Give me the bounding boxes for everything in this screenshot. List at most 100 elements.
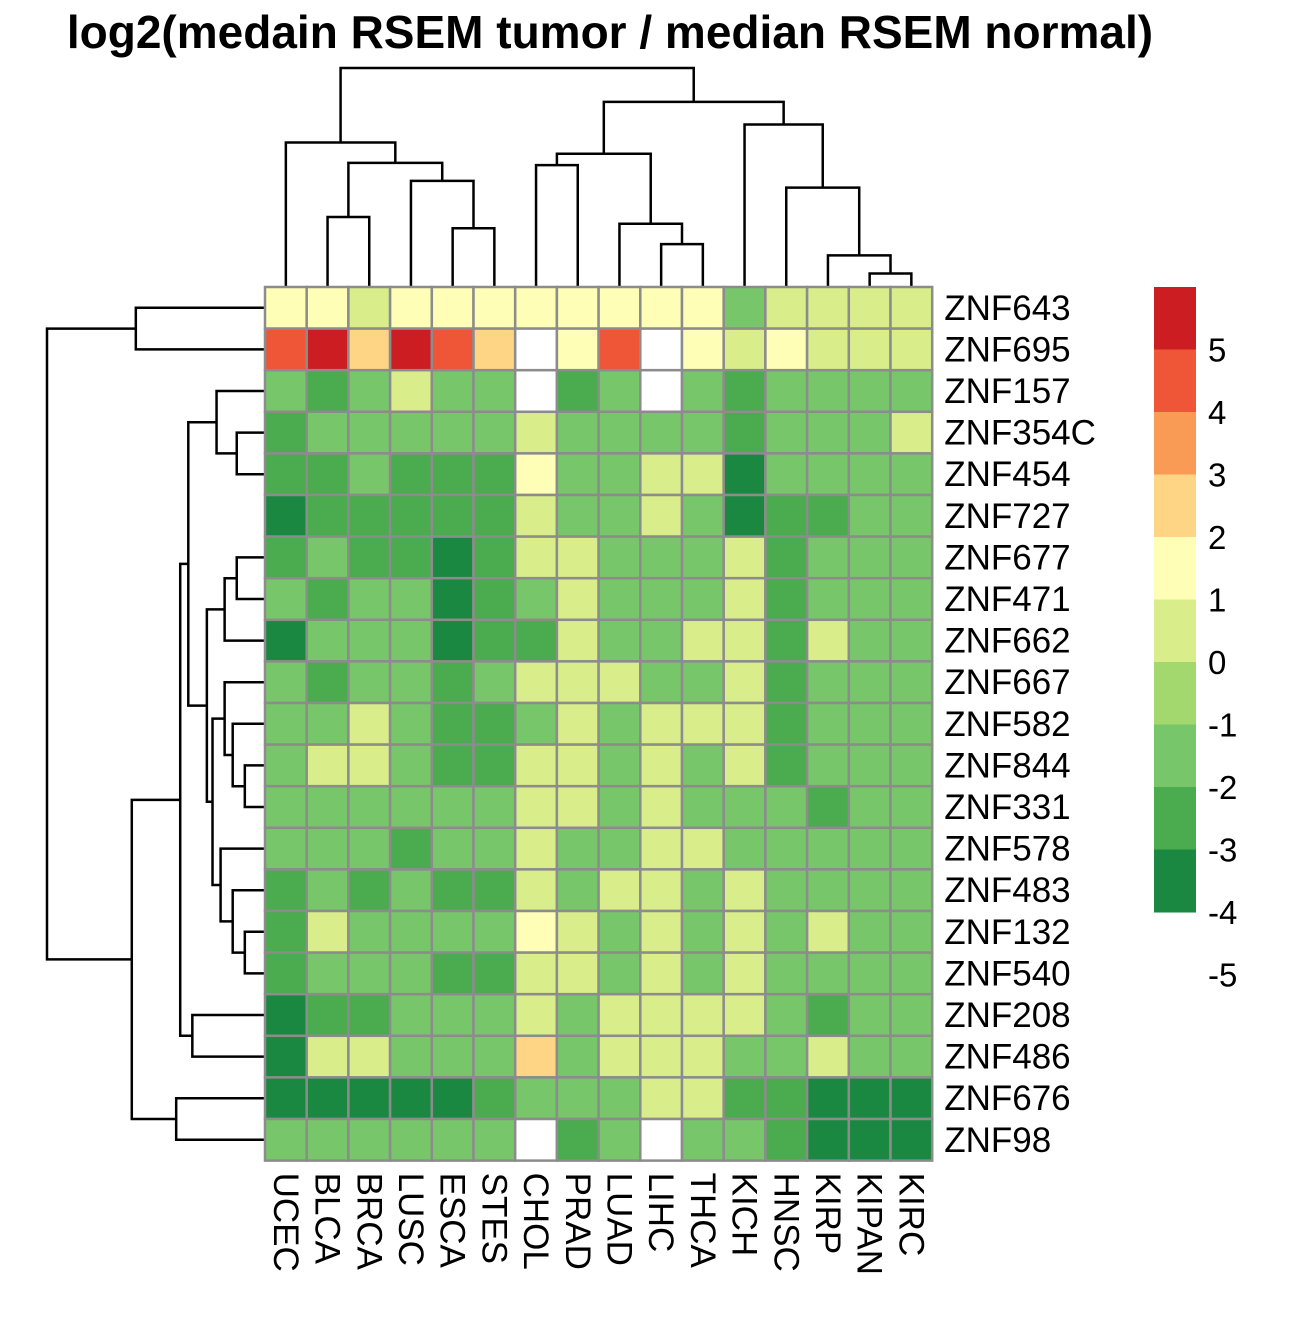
heatmap-cell [347,743,392,788]
heatmap-cell [347,784,392,830]
heatmap-cell [889,368,934,414]
dendrogram-branch [211,717,225,887]
heatmap-cell [597,535,642,580]
heatmap-cell [764,576,809,622]
heatmap-cell [347,1117,392,1162]
heatmap-cell [597,1076,642,1121]
heatmap-cell [805,618,851,663]
heatmap-cell [555,951,600,996]
legend-tick-label: 4 [1208,394,1226,431]
legend-color-bin [1154,724,1196,788]
heatmap-cell [555,618,600,663]
heatmap-cell [639,951,684,996]
heatmap-cell [305,992,350,1038]
heatmap-cell [722,285,767,330]
dendrogram-branch [555,152,652,224]
column-label: LUSC [391,1173,430,1266]
heatmap-cell [472,493,517,538]
row-label: ZNF132 [944,913,1070,952]
heatmap-cell [472,868,517,913]
heatmap-cell [513,701,559,746]
heatmap-cell [555,576,600,622]
heatmap-cell [722,1117,767,1162]
heatmap-cell [889,576,934,622]
heatmap-cell [472,327,517,372]
dendrogram-branch [534,163,579,287]
dendrogram-branch [205,608,225,804]
heatmap-cell [388,285,434,330]
heatmap-cell [347,410,392,455]
row-label: ZNF98 [944,1121,1051,1160]
heatmap-cell [263,909,308,954]
heatmap-cell [555,701,600,746]
heatmap-cell [263,327,308,372]
heatmap-cell [639,493,684,538]
legend-tick-label: 5 [1208,332,1226,369]
heatmap-cell [388,660,434,705]
heatmap-cell [639,618,684,663]
heatmap-cell [764,701,809,746]
heatmap-cell [263,826,308,871]
heatmap-cell [597,410,642,455]
heatmap-cell [764,535,809,580]
heatmap-cell [597,327,642,372]
heatmap-cell [847,1034,892,1079]
heatmap-cell [639,285,684,330]
column-label: LUAD [599,1173,638,1266]
legend-color-bin [1154,474,1196,538]
heatmap-cell [555,327,600,372]
heatmap-cell [430,327,475,372]
heatmap-cell [513,743,559,788]
heatmap-cell [805,327,851,372]
heatmap-cell [889,1117,934,1162]
heatmap-cell [347,285,392,330]
heatmap-cell [555,368,600,414]
heatmap-cell [764,909,809,954]
heatmap-cell [639,327,684,372]
dendrogram-branch [187,420,217,707]
heatmap-cell [889,410,934,455]
dendrogram-branch [45,327,136,961]
heatmap-cell [305,868,350,913]
dendrogram-branch [409,179,475,287]
legend-color-bin [1154,287,1196,350]
heatmap-cell [513,493,559,538]
heatmap-cell [388,368,434,414]
row-label: ZNF727 [944,497,1070,536]
row-label: ZNF208 [944,996,1070,1035]
dendrogram-branch [130,798,181,1121]
heatmap-cell [597,452,642,497]
heatmap-cell [472,992,517,1038]
heatmap-cell [472,701,517,746]
heatmap-cell [263,535,308,580]
heatmap-cell [347,701,392,746]
column-labels: UCEC BLCA BRCA LUSC ESCA STES CHOL PRAD LUAD LIHC… [266,1173,930,1275]
heatmap-cell [347,826,392,871]
row-label: ZNF331 [944,788,1070,827]
heatmap-cell [430,992,475,1038]
dendrogram-branch [451,227,496,287]
heatmap-cell [889,909,934,954]
legend-tick-label: -3 [1208,832,1237,869]
heatmap-cell [722,1076,767,1121]
legend-color-bin [1154,412,1196,475]
heatmap-cell [680,576,725,622]
heatmap-cell [263,743,308,788]
heatmap-cell [430,535,475,580]
heatmap-cell [639,1034,684,1079]
heatmap-cell [347,452,392,497]
heatmap-cell [513,535,559,580]
heatmap-cell [430,951,475,996]
heatmap-cell [847,327,892,372]
heatmap-cell [555,909,600,954]
heatmap-cell [263,660,308,705]
heatmap-cell [722,452,767,497]
heatmap-cell [263,701,308,746]
column-label: HNSC [766,1173,805,1272]
heatmap-cell [597,285,642,330]
heatmap-cell [513,1076,559,1121]
heatmap-cell [430,1076,475,1121]
heatmap-cell [889,1034,934,1079]
heatmap-cell [764,368,809,414]
heatmap-cell [639,992,684,1038]
